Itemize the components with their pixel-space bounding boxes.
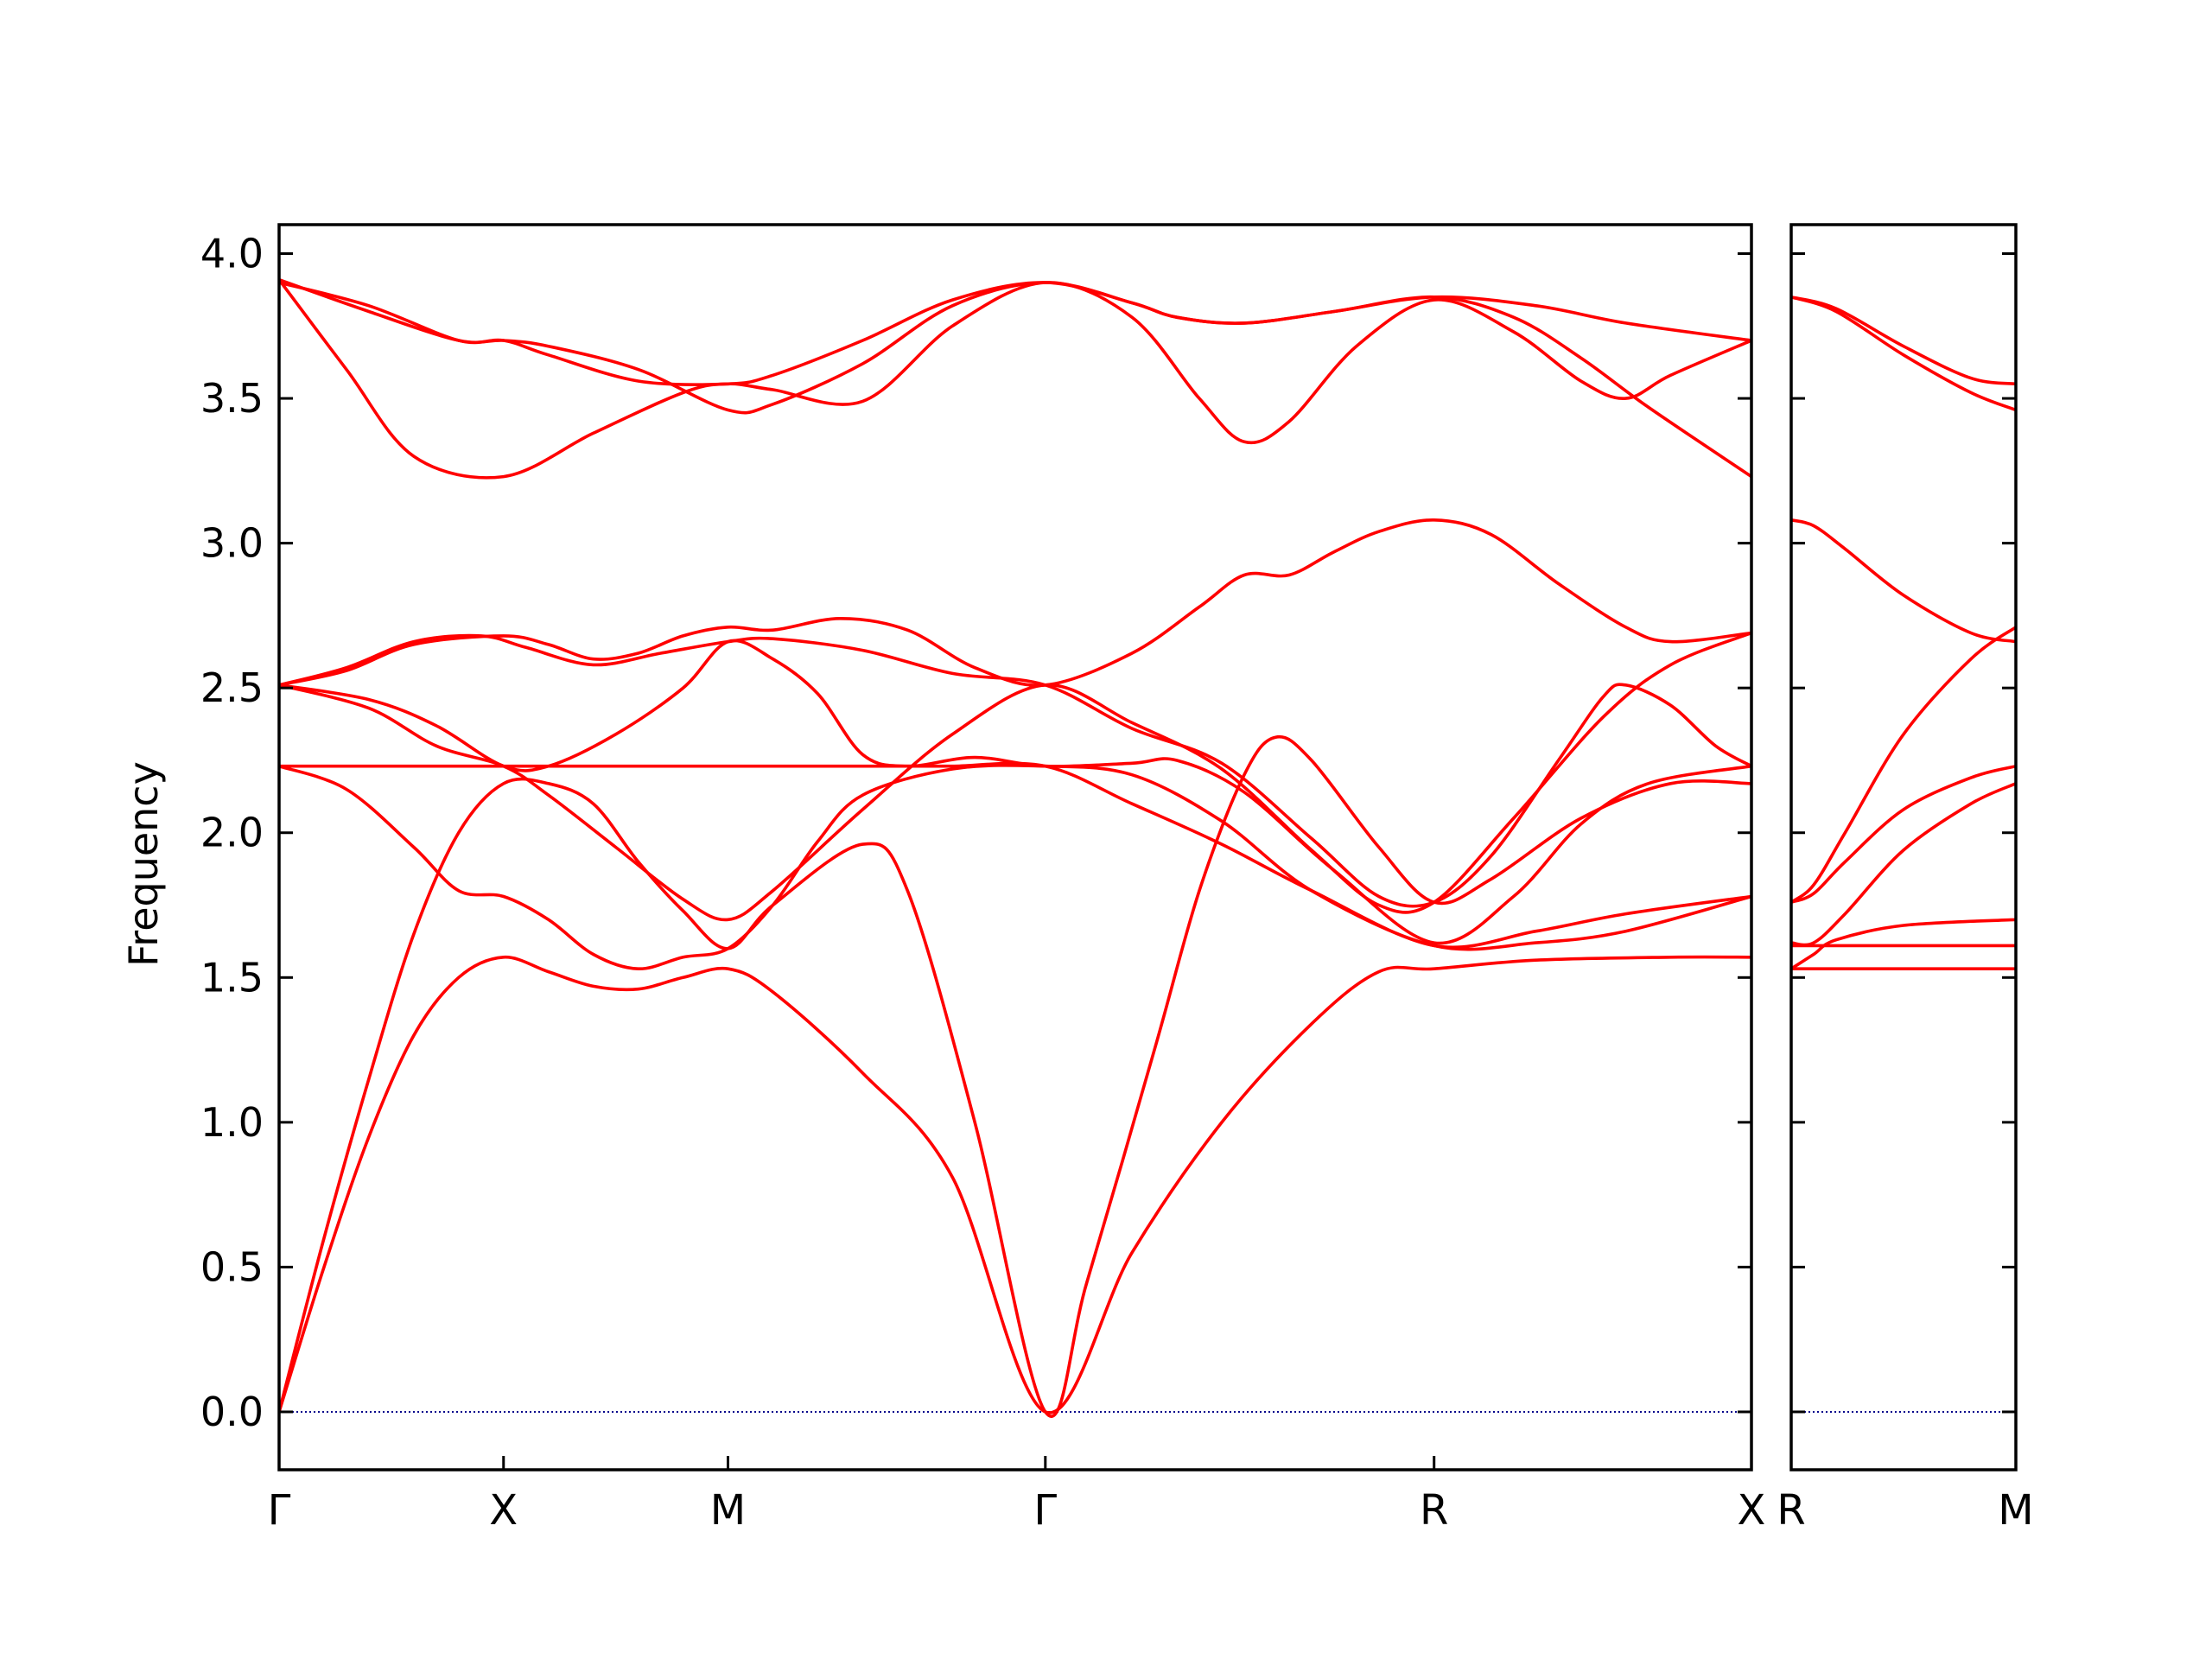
band-line-8 xyxy=(1791,296,2016,386)
band-line-9 xyxy=(279,277,1751,479)
y-axis-label: Frequency xyxy=(120,761,167,967)
axes-frame xyxy=(1789,223,2018,1471)
band-line-7 xyxy=(279,633,1751,908)
x-tick-label: R xyxy=(1420,1486,1448,1535)
panel-left: 0.0 0.5 1.0 1.5 2.0 2.5 3.0 3.5 4.0 Γ X M Γ R X xyxy=(200,223,1766,1535)
band-line-5 xyxy=(279,639,1751,945)
x-tick-label: X xyxy=(489,1486,518,1535)
band-line-7 xyxy=(1791,296,2016,412)
bands xyxy=(279,277,1751,1418)
x-tick-label: R xyxy=(1777,1486,1805,1535)
bands xyxy=(1791,296,2016,971)
y-tick-label: 0.0 xyxy=(200,1389,264,1435)
band-line-3 xyxy=(279,763,1751,971)
y-tick-label: 3.0 xyxy=(200,520,264,567)
x-tick-label: X xyxy=(1738,1486,1766,1535)
y-tick-label: 3.5 xyxy=(200,375,264,422)
x-tick-label: Γ xyxy=(268,1486,291,1535)
band-line-6 xyxy=(1791,518,2016,644)
y-tick-label: 4.0 xyxy=(200,231,264,277)
band-line-10 xyxy=(279,281,1751,386)
y-tick-label: 1.0 xyxy=(200,1099,264,1146)
band-line-8 xyxy=(279,277,1751,480)
band-line-5 xyxy=(1791,626,2016,904)
y-tick-label: 2.0 xyxy=(200,810,264,856)
band-line-6 xyxy=(279,518,1751,688)
axes-frame xyxy=(277,223,1753,1471)
band-line-2 xyxy=(279,761,1751,950)
band-line-1 xyxy=(1791,918,2016,970)
band-line-4 xyxy=(1791,764,2016,904)
y-tick-label: 1.5 xyxy=(200,954,264,1001)
band-line-3 xyxy=(1791,782,2016,947)
y-tick-label: 2.5 xyxy=(200,664,264,711)
x-tick-label: Γ xyxy=(1033,1486,1057,1535)
band-line-4 xyxy=(279,631,1751,922)
x-tick-label: M xyxy=(710,1486,746,1535)
x-tick-label: M xyxy=(1998,1486,2033,1535)
y-tick-label: 0.5 xyxy=(200,1243,264,1290)
band-line-1 xyxy=(279,734,1751,1418)
band-line-0 xyxy=(279,955,1751,1414)
